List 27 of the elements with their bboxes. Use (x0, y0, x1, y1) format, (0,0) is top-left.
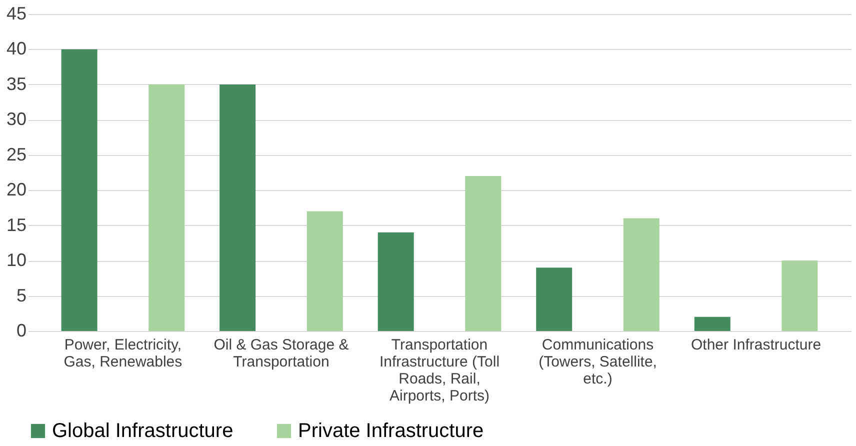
y-tick-label: 45 (6, 4, 26, 24)
bar (782, 260, 818, 331)
x-tick-label: Power, Electricity, Gas, Renewables (64, 336, 182, 370)
y-tick-label: 15 (6, 214, 26, 235)
bar (623, 218, 660, 331)
y-tick-label: 20 (6, 180, 26, 200)
bar (220, 84, 256, 331)
y-tick-label: 10 (6, 250, 26, 270)
x-tick-label: Oil & Gas Storage & Transportation (214, 336, 349, 370)
bar (536, 268, 572, 331)
bar (61, 49, 98, 331)
bar (465, 176, 502, 331)
y-tick-label: 25 (6, 144, 26, 164)
bar (378, 232, 414, 331)
legend-label: Global Infrastructure (52, 420, 234, 442)
y-tick-label: 30 (6, 109, 26, 130)
legend-label: Private Infrastructure (298, 420, 484, 442)
bar (306, 211, 343, 331)
x-tick-label: Transportation Infrastructure (Toll Roads, Rail, Airports, Ports) (379, 336, 500, 404)
bar (694, 316, 730, 331)
y-tick-label: 5 (16, 285, 26, 306)
y-tick-label: 40 (6, 38, 26, 59)
y-tick-label: 35 (6, 74, 26, 94)
bar (148, 84, 185, 331)
x-tick-label: Other Infrastructure (691, 336, 822, 354)
x-tick-label: Communications (Towers, Satellite, etc.) (538, 336, 657, 388)
y-tick-label: 0 (16, 320, 26, 340)
